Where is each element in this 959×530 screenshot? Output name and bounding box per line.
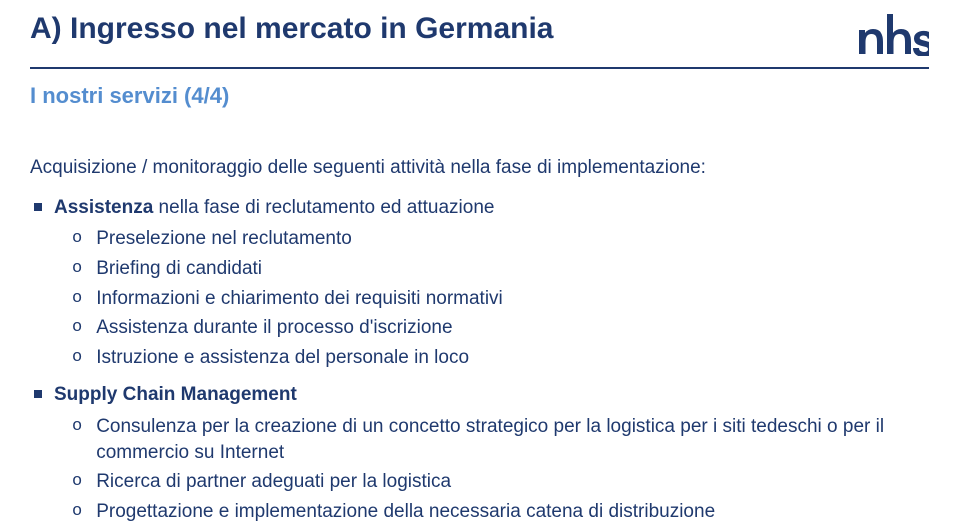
intro-text: Acquisizione / monitoraggio delle seguen… <box>30 155 929 181</box>
sub-item: o Briefing di candidati <box>72 256 929 282</box>
section-label: Assistenza nella fase di reclutamento ed… <box>54 195 494 221</box>
sub-item: o Informazioni e chiarimento dei requisit… <box>72 286 929 312</box>
sub-item-text: Istruzione e assistenza del personale in… <box>96 345 469 371</box>
circle-bullet-icon: o <box>72 228 82 251</box>
sub-item-text: Ricerca di partner adeguati per la logis… <box>96 469 451 495</box>
page-title: A) Ingresso nel mercato in Germania <box>30 12 554 46</box>
section-label-rest: nella fase di reclutamento ed attuazione <box>153 197 494 218</box>
section-list: Assistenza nella fase di reclutamento ed… <box>30 195 929 525</box>
sub-item: o Progettazione e implementazione della n… <box>72 499 929 525</box>
circle-bullet-icon: o <box>72 347 82 370</box>
sub-list: o Preselezione nel reclutamento o Briefing… <box>34 226 929 370</box>
sub-item: o Ricerca di partner adeguati per la logi… <box>72 469 929 495</box>
list-item: Supply Chain Management o Consulenza per … <box>34 382 929 524</box>
bullet-square-icon <box>34 203 42 211</box>
sub-item-text: Briefing di candidati <box>96 256 262 282</box>
circle-bullet-icon: o <box>72 288 82 311</box>
list-item: Assistenza nella fase di reclutamento ed… <box>34 195 929 371</box>
sub-item-text: Progettazione e implementazione della ne… <box>96 499 715 525</box>
section-label-bold: Assistenza <box>54 197 153 218</box>
circle-bullet-icon: o <box>72 317 82 340</box>
section-label: Supply Chain Management <box>54 382 297 408</box>
circle-bullet-icon: o <box>72 258 82 281</box>
divider <box>30 67 929 69</box>
sub-item: o Preselezione nel reclutamento <box>72 226 929 252</box>
sub-item: o Assistenza durante il processo d'iscriz… <box>72 315 929 341</box>
sub-item-text: Informazioni e chiarimento dei requisiti… <box>96 286 503 312</box>
circle-bullet-icon: o <box>72 471 82 494</box>
sub-item: o Istruzione e assistenza del personale i… <box>72 345 929 371</box>
sub-item: o Consulenza per la creazione di un conce… <box>72 414 929 465</box>
subtitle: I nostri servizi (4/4) <box>30 83 929 109</box>
section-label-bold: Supply Chain Management <box>54 384 297 405</box>
content-area: Acquisizione / monitoraggio delle seguen… <box>30 155 929 525</box>
sub-item-text: Assistenza durante il processo d'iscrizi… <box>96 315 452 341</box>
circle-bullet-icon: o <box>72 416 82 439</box>
circle-bullet-icon: o <box>72 501 82 524</box>
sub-item-text: Preselezione nel reclutamento <box>96 226 352 252</box>
logo-nhs <box>857 12 929 61</box>
header: A) Ingresso nel mercato in Germania <box>30 12 929 61</box>
sub-item-text: Consulenza per la creazione di un concet… <box>96 414 929 465</box>
bullet-square-icon <box>34 390 42 398</box>
sub-list: o Consulenza per la creazione di un conce… <box>34 414 929 525</box>
